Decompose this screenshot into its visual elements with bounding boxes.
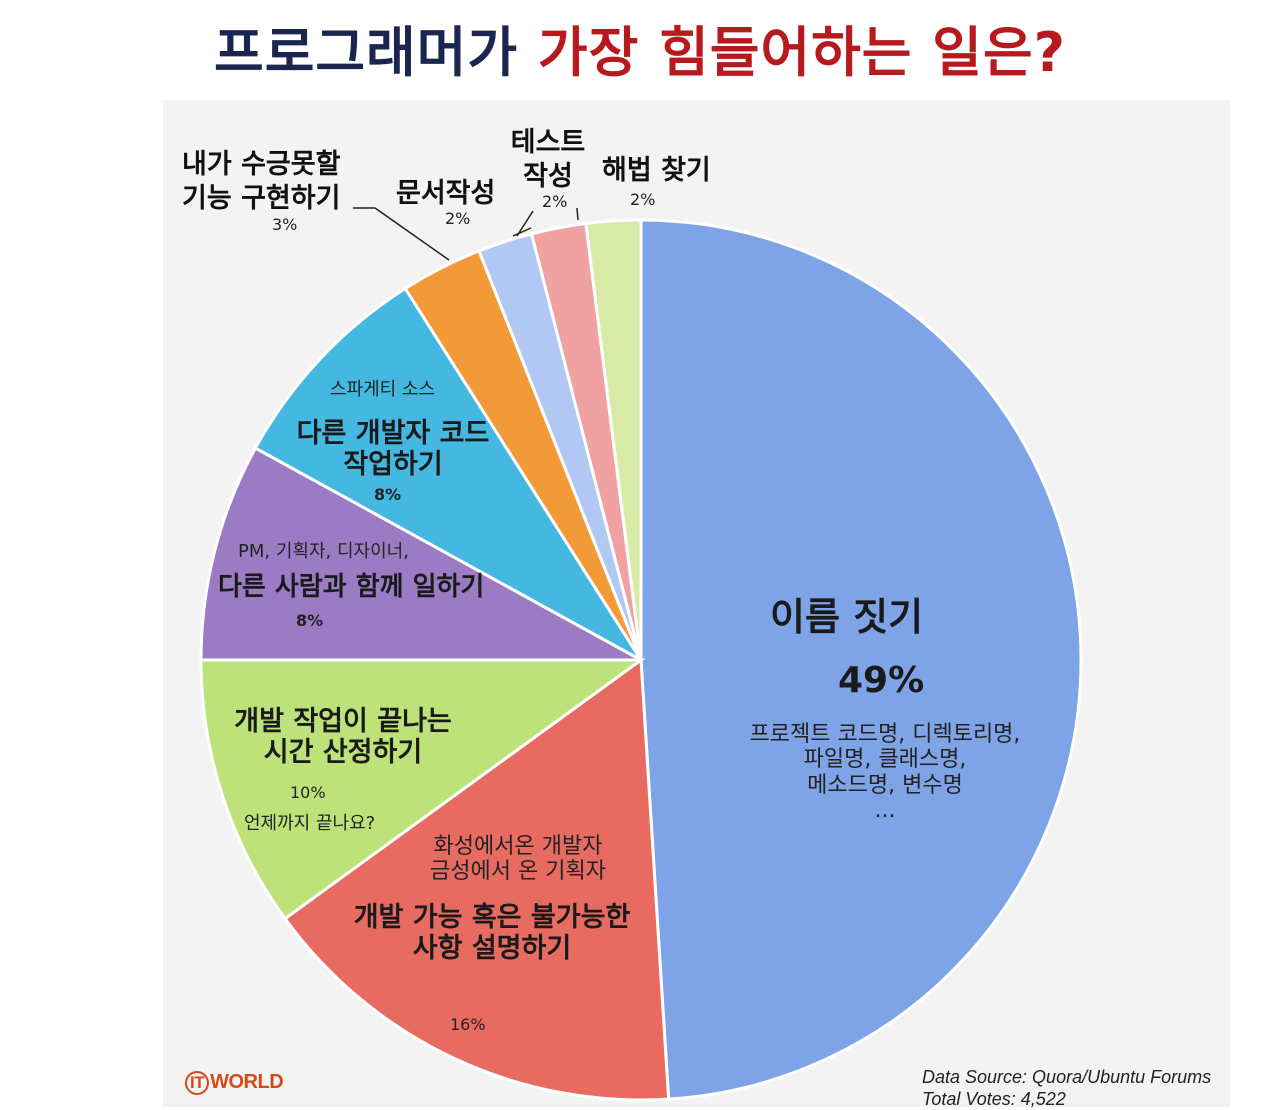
- note-line: 메소드명, 변수명: [807, 772, 963, 798]
- slice-pct-docs: 2%: [445, 209, 471, 228]
- slice-label-others: 다른 사람과 함께 일하기: [218, 572, 485, 602]
- slice-pct-code: 8%: [374, 485, 402, 504]
- slice-note-code: 스파게티 소스: [330, 379, 436, 400]
- slice-label-docs: 문서작성: [396, 178, 496, 209]
- logo-text: WORLD: [210, 1071, 284, 1093]
- note-line: ...: [874, 797, 896, 823]
- label-line: 다른 개발자 코드: [296, 418, 490, 449]
- label-line: 작성: [523, 161, 573, 192]
- leader-line-docs: [512, 227, 532, 237]
- slice-label-code: 다른 개발자 코드 작업하기: [278, 418, 508, 480]
- label-line: 개발 작업이 끝나는: [234, 706, 452, 737]
- label-line: 사항 설명하기: [412, 933, 572, 965]
- logo-ring: IT: [185, 1071, 210, 1095]
- slice-pct-others: 8%: [296, 611, 324, 630]
- label-line: 시간 산정하기: [263, 737, 423, 769]
- note-line: 파일명, 클래스명,: [803, 747, 967, 773]
- pie-chart: [199, 207, 1083, 1102]
- leader-line-solution: [576, 207, 579, 221]
- source-line: Total Votes: 4,522: [922, 1089, 1066, 1109]
- itworld-logo: IT WORLD: [185, 1071, 284, 1095]
- pie-slice-estimate: [199, 658, 646, 921]
- slice-label-feature: 내가 수긍못할 기능 구현하기: [182, 148, 340, 216]
- pie-slice-code: [253, 286, 643, 662]
- title-part-2: 가장 힘들어하는 일은?: [537, 21, 1066, 84]
- slice-note-explain: 화성에서온 개발자 금성에서 온 기획자: [408, 834, 628, 885]
- source-line: Data Source: Quora/Ubuntu Forums: [922, 1067, 1212, 1087]
- title-part-1: 프로그래머가: [214, 21, 519, 84]
- slice-pct-naming: 49%: [838, 660, 925, 701]
- pie-slice-explain: [282, 657, 671, 1102]
- leader-line-test: [516, 210, 534, 237]
- chart-title: 프로그래머가 가장 힘들어하는 일은?: [0, 8, 1280, 87]
- leader-line-feature: [353, 207, 450, 261]
- pie-slice-others: [199, 445, 642, 662]
- label-line: 개발 가능 혹은 불가능한: [353, 902, 631, 933]
- slice-label-naming: 이름 짓기: [770, 595, 924, 639]
- data-source: Data Source: Quora/Ubuntu Forums Total V…: [922, 1066, 1211, 1110]
- note-line: 금성에서 온 기획자: [430, 859, 606, 885]
- label-line: 테스트: [510, 127, 586, 158]
- label-line: 기능 구현하기: [182, 183, 341, 214]
- pie-slice-naming: [639, 218, 1083, 1101]
- slice-label-explain: 개발 가능 혹은 불가능한 사항 설명하기: [342, 902, 642, 964]
- slice-pct-feature: 3%: [272, 215, 298, 234]
- note-line: 프로젝트 코드명, 디렉토리명,: [749, 722, 1021, 747]
- slice-pct-solution: 2%: [630, 190, 656, 209]
- slice-note-others: PM, 기획자, 디자이너,: [238, 541, 409, 562]
- label-line: 작업하기: [343, 449, 443, 481]
- slice-label-solution: 해법 찾기: [602, 155, 711, 186]
- note-line: 화성에서온 개발자: [433, 834, 603, 859]
- label-line: 내가 수긍못할: [182, 149, 341, 180]
- slice-pct-estimate: 10%: [290, 783, 326, 802]
- slice-pct-test: 2%: [542, 192, 568, 211]
- slice-note-naming: 프로젝트 코드명, 디렉토리명, 파일명, 클래스명, 메소드명, 변수명 ..…: [730, 722, 1040, 823]
- slice-label-estimate: 개발 작업이 끝나는 시간 산정하기: [218, 706, 468, 768]
- slice-pct-explain: 16%: [450, 1015, 486, 1034]
- pie-slice-solution: [584, 218, 643, 661]
- slice-label-test: 테스트 작성: [506, 126, 590, 194]
- slice-note-estimate: 언제까지 끝나요?: [244, 813, 376, 834]
- chart-panel: [163, 100, 1230, 1107]
